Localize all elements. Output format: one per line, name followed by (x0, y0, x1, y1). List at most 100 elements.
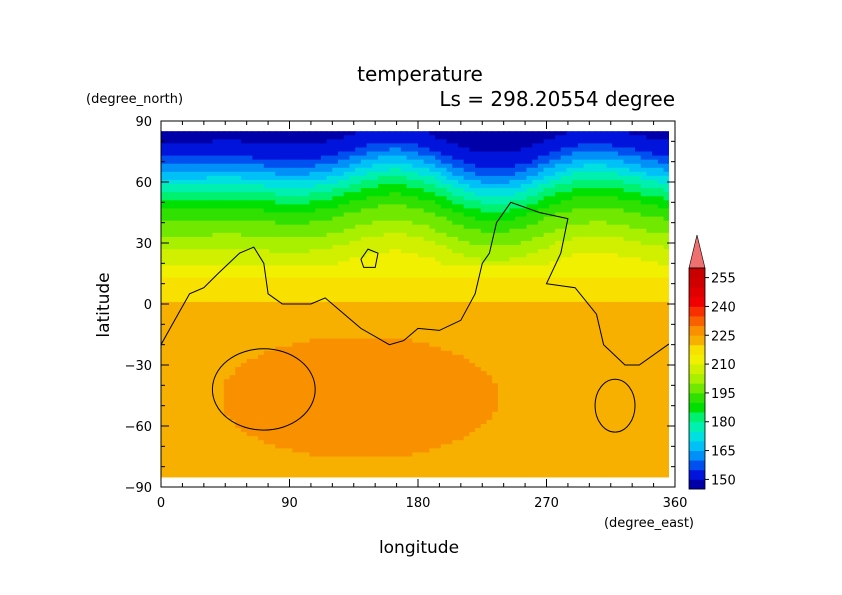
field-cell (166, 175, 174, 181)
field-cell (389, 208, 396, 214)
field-cell (383, 436, 391, 441)
field-cell (372, 285, 379, 291)
field-cell (206, 216, 213, 222)
field-cell (418, 277, 425, 283)
field-cell (480, 428, 488, 433)
field-cell (469, 285, 476, 291)
field-cell (292, 297, 299, 303)
field-cell (303, 432, 311, 437)
field-cell (172, 460, 179, 466)
field-cell (423, 375, 431, 380)
field-cell (315, 456, 322, 462)
field-cell (183, 171, 191, 177)
field-cell (320, 277, 328, 283)
field-cell (360, 472, 368, 478)
field-cell (429, 192, 436, 197)
field-cell (189, 236, 196, 242)
field-cell (400, 175, 408, 181)
field-cell (378, 448, 385, 454)
field-cell (240, 346, 248, 352)
field-cell (475, 253, 482, 258)
field-cell (263, 318, 271, 323)
field-cell (195, 167, 202, 173)
field-cell (200, 147, 208, 153)
field-cell (303, 228, 311, 234)
field-cell (195, 196, 202, 201)
field-cell (423, 175, 431, 181)
field-cell (349, 411, 356, 417)
field-cell (309, 236, 316, 242)
field-cell (429, 310, 436, 315)
field-cell (423, 354, 431, 360)
field-cell (320, 196, 328, 201)
field-cell (343, 334, 351, 340)
field-cell (338, 196, 345, 201)
field-cell (366, 346, 373, 352)
field-cell (446, 358, 453, 364)
field-cell (372, 367, 379, 372)
field-cell (298, 143, 305, 149)
field-cell (400, 212, 408, 218)
field-cell (469, 440, 476, 445)
field-cell (452, 273, 459, 279)
field-cell (246, 269, 253, 275)
field-cell (212, 436, 219, 441)
field-cell (366, 245, 373, 250)
field-cell (298, 362, 305, 368)
field-cell (389, 310, 396, 315)
field-cell (457, 354, 465, 360)
field-cell (189, 257, 196, 262)
field-cell (378, 330, 385, 336)
field-cell (298, 375, 305, 380)
field-cell (161, 277, 168, 283)
field-cell (475, 326, 482, 332)
field-cell (269, 452, 276, 458)
field-cell (383, 155, 391, 161)
field-cell (263, 163, 271, 169)
field-cell (389, 468, 396, 474)
field-cell (218, 245, 225, 250)
field-cell (446, 163, 453, 169)
field-cell (263, 371, 271, 376)
field-cell (252, 285, 259, 291)
field-cell (298, 188, 305, 193)
field-cell (343, 131, 351, 136)
field-cell (406, 301, 413, 307)
field-cell (395, 468, 402, 474)
field-cell (423, 159, 431, 165)
field-cell (378, 171, 385, 177)
field-cell (218, 139, 225, 144)
field-cell (189, 175, 196, 181)
field-cell (178, 411, 185, 417)
field-cell (258, 436, 265, 441)
field-cell (178, 383, 185, 388)
field-cell (286, 460, 293, 466)
field-cell (429, 464, 436, 470)
field-cell (435, 419, 442, 425)
field-cell (435, 362, 442, 368)
field-cell (360, 175, 368, 181)
field-cell (338, 395, 345, 401)
field-cell (406, 159, 413, 165)
field-cell (212, 423, 219, 429)
field-cell (200, 440, 208, 445)
field-cell (457, 171, 465, 177)
field-cell (178, 139, 185, 144)
field-cell (223, 403, 231, 409)
field-cell (280, 224, 288, 230)
field-cell (372, 245, 379, 250)
field-cell (326, 261, 333, 266)
field-cell (280, 257, 288, 262)
field-cell (475, 232, 482, 238)
field-cell (463, 314, 470, 319)
field-cell (275, 322, 282, 327)
field-cell (429, 224, 436, 230)
field-cell (309, 285, 316, 291)
field-cell (395, 314, 402, 319)
field-cell (320, 464, 328, 470)
field-cell (223, 171, 231, 177)
field-cell (366, 167, 373, 173)
field-cell (212, 196, 219, 201)
field-cell (366, 395, 373, 401)
field-cell (195, 277, 202, 283)
